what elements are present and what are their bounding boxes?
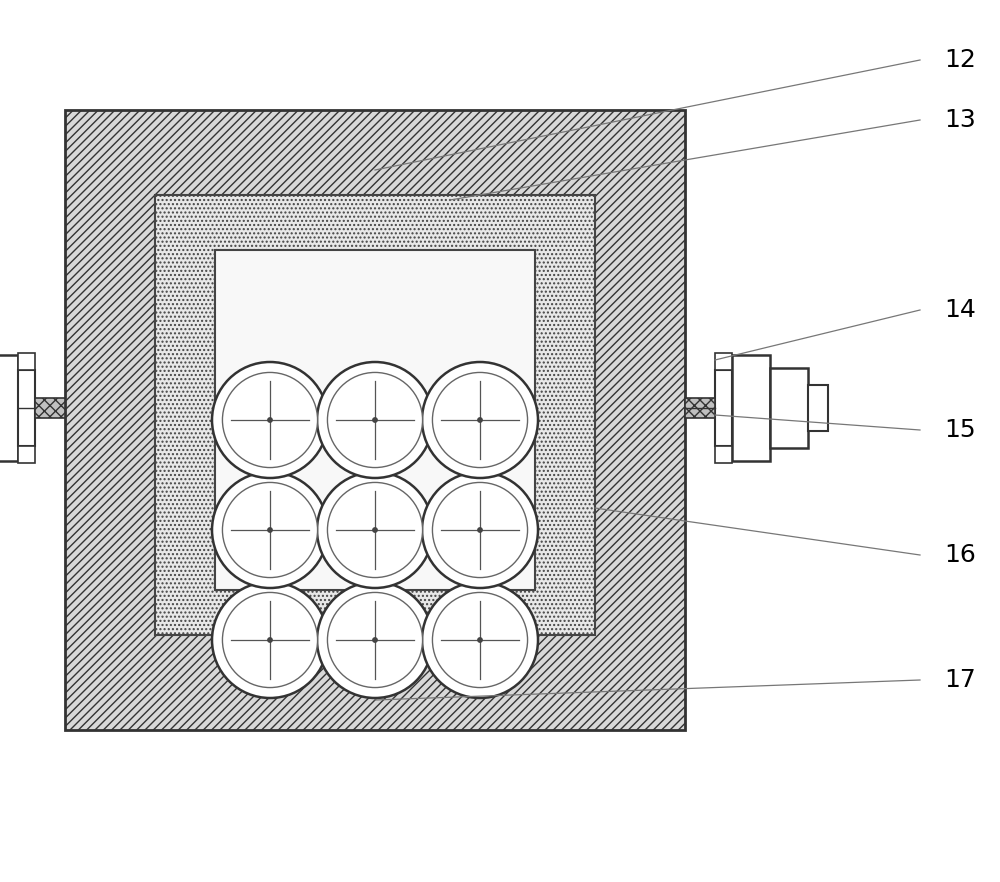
Bar bbox=[65, 110, 685, 730]
Bar bbox=[715, 446, 732, 463]
Circle shape bbox=[317, 362, 433, 478]
Text: 17: 17 bbox=[944, 668, 976, 692]
Bar bbox=[0, 355, 18, 461]
Bar bbox=[155, 195, 595, 635]
Bar bbox=[18, 446, 35, 463]
Circle shape bbox=[317, 472, 433, 588]
Circle shape bbox=[327, 593, 423, 688]
Circle shape bbox=[222, 593, 318, 688]
Circle shape bbox=[267, 417, 273, 422]
Circle shape bbox=[267, 527, 273, 533]
Circle shape bbox=[477, 417, 483, 422]
Circle shape bbox=[372, 417, 378, 422]
Bar bbox=[35, 398, 65, 418]
Circle shape bbox=[222, 372, 318, 467]
Circle shape bbox=[327, 372, 423, 467]
Circle shape bbox=[432, 372, 528, 467]
Bar bbox=[715, 353, 732, 370]
Circle shape bbox=[422, 472, 538, 588]
Bar bbox=[215, 250, 535, 590]
Circle shape bbox=[432, 593, 528, 688]
Bar bbox=[18, 353, 35, 370]
Circle shape bbox=[212, 582, 328, 698]
Text: 12: 12 bbox=[944, 48, 976, 72]
Text: 14: 14 bbox=[944, 298, 976, 322]
Text: 15: 15 bbox=[944, 418, 976, 442]
Circle shape bbox=[477, 527, 483, 533]
Bar bbox=[685, 398, 715, 418]
Text: 16: 16 bbox=[944, 543, 976, 567]
Circle shape bbox=[372, 637, 378, 643]
Bar bbox=[808, 385, 828, 431]
Bar bbox=[732, 355, 770, 461]
Bar bbox=[18, 370, 35, 446]
Circle shape bbox=[477, 637, 483, 643]
Circle shape bbox=[432, 482, 528, 578]
Circle shape bbox=[422, 582, 538, 698]
Text: 13: 13 bbox=[944, 108, 976, 132]
Circle shape bbox=[422, 362, 538, 478]
Bar bbox=[715, 370, 732, 446]
Circle shape bbox=[212, 362, 328, 478]
Circle shape bbox=[222, 482, 318, 578]
Circle shape bbox=[327, 482, 423, 578]
Circle shape bbox=[317, 582, 433, 698]
Bar bbox=[770, 368, 808, 448]
Circle shape bbox=[212, 472, 328, 588]
Circle shape bbox=[372, 527, 378, 533]
Circle shape bbox=[267, 637, 273, 643]
